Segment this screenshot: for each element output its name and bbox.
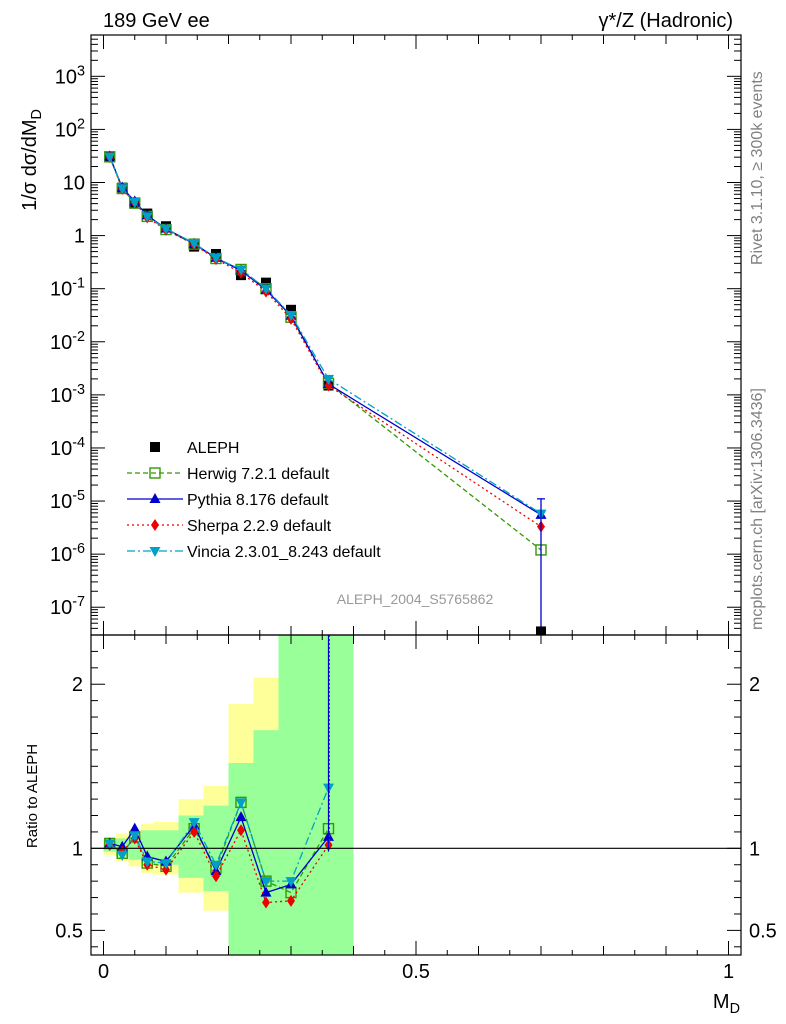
ratio-point-vincia-2-3-01-8-243-default-3 <box>141 857 153 868</box>
rivet-side-label: Rivet 3.1.10, ≥ 300k events <box>749 71 766 265</box>
ratio-point-vincia-2-3-01-8-243-default-8 <box>260 877 272 888</box>
ratio-point-sherpa-2-2-9-default-8 <box>262 896 270 909</box>
point-vincia-2-3-01-8-243-default-7 <box>235 265 247 276</box>
ratio-point-vincia-2-3-01-8-243-default-6 <box>210 860 222 871</box>
main-ytick-label: 10-2 <box>50 329 85 354</box>
ratio-point-sherpa-2-2-9-default-4 <box>162 863 170 876</box>
x-tick-label: 0.5 <box>402 961 430 983</box>
ratio-band-green-3 <box>141 830 154 864</box>
x-tick-label: 0 <box>98 961 109 983</box>
legend-label: ALEPH <box>187 440 239 457</box>
point-vincia-2-3-01-8-243-default-1 <box>116 184 128 195</box>
main-ytick-label: 10-3 <box>50 382 85 407</box>
axes-and-ticks: 10-7 10-6 10-5 10-4 10-3 10-2 10-1 1 10 102 103 0 0.… <box>50 34 777 983</box>
ratio-line-sherpa-2-2-9-default <box>109 828 330 904</box>
point-vincia-2-3-01-8-243-default-8 <box>260 284 272 295</box>
ratio-panel-series <box>91 635 741 909</box>
header-right-title: γ*/Z (Hadronic) <box>599 10 733 32</box>
line-herwig-7-2-1-default <box>109 156 542 551</box>
ratio-point-pythia-8-176-default-8 <box>260 886 272 897</box>
main-ytick-label: 10-6 <box>50 541 85 566</box>
ratio-panel-frame <box>90 634 742 956</box>
analysis-id-label: ALEPH_2004_S5765862 <box>337 591 494 607</box>
ratio-uncertainty-bands <box>103 635 354 955</box>
point-sherpa-2-2-9-default-10 <box>324 379 333 392</box>
header-left-title: 189 GeV ee <box>103 10 210 32</box>
legend: ALEPH Herwig 7.2.1 default Pythia 8.176 de… <box>127 440 381 561</box>
main-ytick-label: 10-4 <box>50 435 85 460</box>
legend-marker <box>150 442 160 452</box>
legend-label: Pythia 8.176 default <box>187 492 329 509</box>
main-y-axis-label: 1/σ dσ/dMD <box>19 109 45 211</box>
ratio-point-sherpa-2-2-9-default-7 <box>237 824 245 837</box>
ratio-band-green-8 <box>253 730 279 955</box>
ratio-point-vincia-2-3-01-8-243-default-0 <box>104 839 116 850</box>
ratio-point-sherpa-2-2-9-default-6 <box>212 870 220 883</box>
legend-marker <box>149 493 161 503</box>
ratio-ytick-label-right: 1 <box>749 838 760 860</box>
line-pythia-8-176-default <box>109 156 542 516</box>
legend-entry-sherpa-2-2-9-default: Sherpa 2.2.9 default <box>127 518 332 535</box>
series-pythia-8-176-default <box>104 150 547 519</box>
main-ytick-label: 1 <box>74 226 85 248</box>
ratio-ytick-label-right: 0.5 <box>749 920 777 942</box>
ratio-point-vincia-2-3-01-8-243-default-9 <box>285 877 297 888</box>
legend-marker <box>149 467 161 479</box>
main-ytick-label: 103 <box>55 63 85 88</box>
ratio-point-vincia-2-3-01-8-243-default-1 <box>116 850 128 861</box>
point-vincia-2-3-01-8-243-default-6 <box>210 253 222 264</box>
x-tick-label: 1 <box>723 961 734 983</box>
point-vincia-2-3-01-8-243-default-2 <box>129 197 141 208</box>
legend-marker <box>149 547 161 557</box>
ratio-point-vincia-2-3-01-8-243-default-4 <box>160 859 172 870</box>
ratio-band-green-7 <box>228 763 254 955</box>
ratio-ytick-label-right: 2 <box>749 674 760 696</box>
ratio-point-sherpa-2-2-9-default-5 <box>190 825 199 838</box>
point-vincia-2-3-01-8-243-default-3 <box>141 212 153 223</box>
ratio-point-pythia-8-176-default-2 <box>129 822 141 833</box>
ratio-point-vincia-2-3-01-8-243-default-7 <box>235 798 247 809</box>
ratio-ytick-label: 0.5 <box>55 920 83 942</box>
x-axis-label: MD <box>713 991 740 1017</box>
legend-entry-pythia-8-176-default: Pythia 8.176 default <box>127 492 329 509</box>
main-ytick-label: 102 <box>55 116 85 141</box>
mcplots-side-label: mcplots.cern.ch [arXiv:1306.3436] <box>749 388 766 630</box>
main-ytick-label: 10-7 <box>50 594 85 619</box>
ratio-line-vincia-2-3-01-8-243-default <box>109 787 330 882</box>
legend-entry-herwig-7-2-1-default: Herwig 7.2.1 default <box>127 466 330 483</box>
point-vincia-2-3-01-8-243-default-9 <box>285 310 297 321</box>
ratio-point-vincia-2-3-01-8-243-default-5 <box>188 818 200 829</box>
point-vincia-2-3-01-8-243-default-5 <box>188 239 200 250</box>
legend-marker <box>151 519 159 531</box>
ratio-ytick-label: 1 <box>72 838 83 860</box>
ratio-ytick-label: 2 <box>72 674 83 696</box>
ratio-band-green-9 <box>278 635 304 955</box>
series-vincia-2-3-01-8-243-default <box>104 152 547 520</box>
point-vincia-2-3-01-8-243-default-10 <box>323 374 334 385</box>
main-ytick-label: 10-1 <box>50 276 85 301</box>
ratio-point-sherpa-2-2-9-default-9 <box>287 894 295 907</box>
legend-label: Vincia 2.3.01_8.243 default <box>187 544 381 561</box>
point-aleph-8 <box>261 277 271 288</box>
point-vincia-2-3-01-8-243-default-4 <box>160 224 172 235</box>
main-ytick-label: 10 <box>63 172 85 194</box>
main-ytick-label: 10-5 <box>50 488 85 513</box>
main-panel-series <box>104 150 547 635</box>
legend-label: Herwig 7.2.1 default <box>187 466 330 483</box>
point-vincia-2-3-01-8-243-default-0 <box>104 152 116 163</box>
ratio-y-axis-label: Ratio to ALEPH <box>24 744 41 848</box>
legend-entry-vincia-2-3-01-8-243-default: Vincia 2.3.01_8.243 default <box>127 544 381 561</box>
line-vincia-2-3-01-8-243-default <box>109 156 542 515</box>
ratio-point-pythia-8-176-default-7 <box>235 811 247 822</box>
legend-label: Sherpa 2.2.9 default <box>187 518 332 535</box>
legend-entry-aleph: ALEPH <box>150 440 239 457</box>
ratio-point-vincia-2-3-01-8-243-default-2 <box>129 831 141 842</box>
